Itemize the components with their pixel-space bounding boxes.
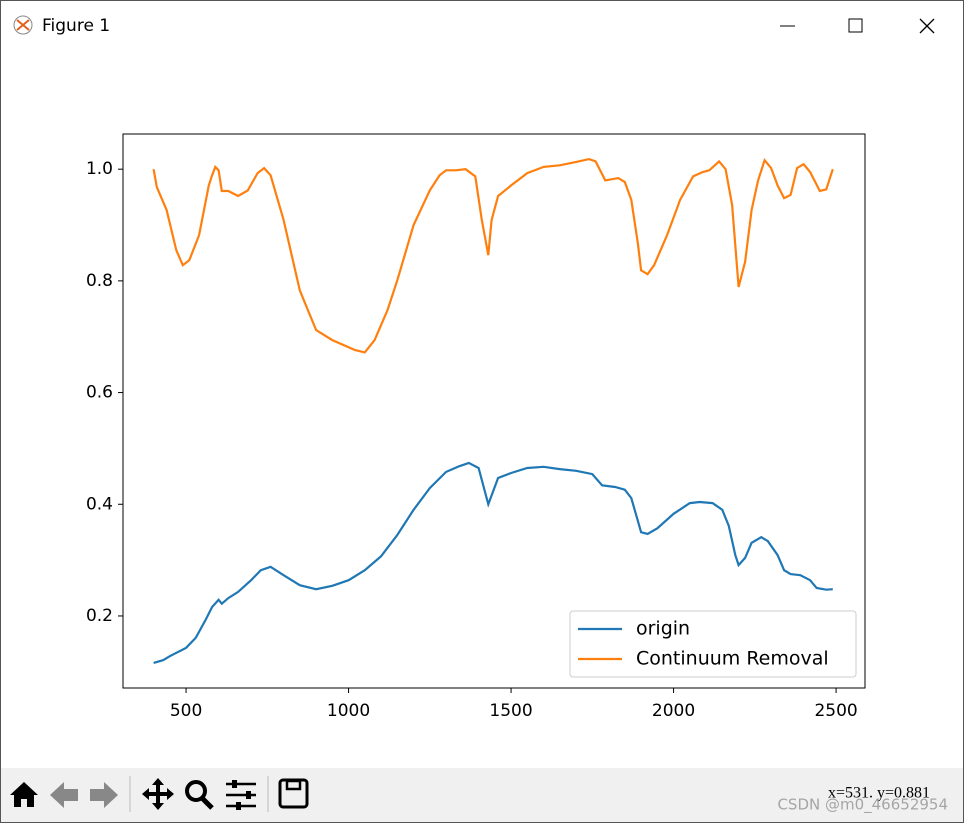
forward-button[interactable] xyxy=(90,782,118,808)
slider-knob xyxy=(246,791,251,799)
status-text: x=531. y=0.881 xyxy=(828,785,930,802)
y-tick-label: 1.0 xyxy=(86,159,113,179)
maximize-button[interactable] xyxy=(848,18,863,33)
app-icon-mark xyxy=(16,19,30,31)
x-tick-label: 1000 xyxy=(327,701,370,721)
pan-button[interactable] xyxy=(142,778,174,810)
back-button[interactable] xyxy=(50,782,78,808)
legend-label: Continuum Removal xyxy=(636,648,829,670)
zoom-handle xyxy=(200,796,214,810)
legend-box xyxy=(569,610,857,678)
zoom-button[interactable] xyxy=(185,780,207,802)
line-series xyxy=(153,461,833,664)
toolbar-buttons xyxy=(10,776,309,812)
line-series xyxy=(152,157,834,354)
y-tick-label: 0.4 xyxy=(86,494,113,514)
y-tick-label: 0.8 xyxy=(86,271,113,291)
save-icon-part xyxy=(285,779,302,791)
close-button[interactable] xyxy=(919,18,935,34)
legend-label: origin xyxy=(636,618,690,640)
x-tick-label: 500 xyxy=(170,701,202,721)
window-title: Figure 1 xyxy=(42,16,110,36)
x-tick-label: 1500 xyxy=(489,701,532,721)
plot-frame xyxy=(122,133,866,689)
slider-knob xyxy=(232,780,237,788)
watermark: CSDN @m0_46652954 xyxy=(777,796,948,815)
home-button[interactable] xyxy=(10,782,38,807)
y-tick-label: 0.6 xyxy=(86,383,113,403)
x-tick-label: 2500 xyxy=(814,701,857,721)
slider-knob xyxy=(236,802,241,810)
y-tick-label: 0.2 xyxy=(86,606,113,626)
x-tick-label: 2000 xyxy=(652,701,695,721)
